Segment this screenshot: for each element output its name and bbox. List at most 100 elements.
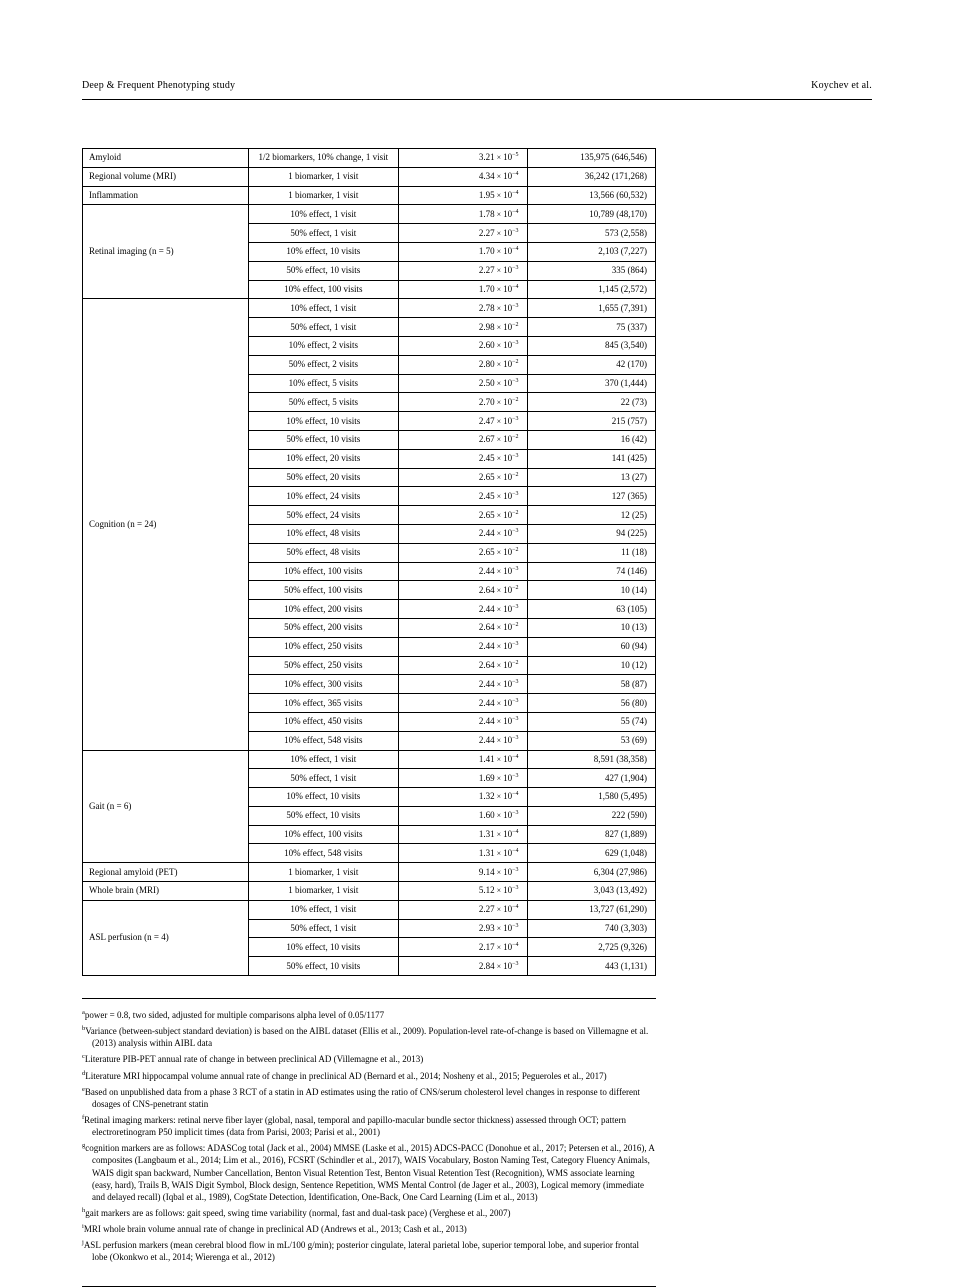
variance-cell: 2.67×10−2 bbox=[399, 430, 527, 449]
table-footnotes: apower = 0.8, two sided, adjusted for mu… bbox=[82, 1009, 656, 1264]
footnote-c: cLiterature PIB-PET annual rate of chang… bbox=[82, 1053, 656, 1065]
scenario-cell: 1 biomarker, 1 visit bbox=[248, 186, 399, 205]
sample-size-cell: 53 (69) bbox=[527, 731, 655, 750]
scenario-cell: 1 biomarker, 1 visit bbox=[248, 863, 399, 882]
variance-cell: 5.12×10−3 bbox=[399, 882, 527, 901]
sample-size-cell: 740 (3,303) bbox=[527, 919, 655, 938]
sample-size-cell: 22 (73) bbox=[527, 393, 655, 412]
header-rule bbox=[82, 99, 872, 100]
sample-size-cell: 135,975 (646,546) bbox=[527, 149, 655, 168]
scenario-cell: 10% effect, 1 visit bbox=[248, 900, 399, 919]
sample-size-cell: 127 (365) bbox=[527, 487, 655, 506]
sample-size-cell: 1,145 (2,572) bbox=[527, 280, 655, 299]
running-title-right: Koychev et al. bbox=[811, 80, 872, 91]
sample-size-cell: 6,304 (27,986) bbox=[527, 863, 655, 882]
sample-size-cell: 13,566 (60,532) bbox=[527, 186, 655, 205]
scenario-cell: 10% effect, 100 visits bbox=[248, 280, 399, 299]
sample-size-cell: 2,725 (9,326) bbox=[527, 938, 655, 957]
variance-cell: 1.70×10−4 bbox=[399, 242, 527, 261]
scenario-cell: 10% effect, 24 visits bbox=[248, 487, 399, 506]
group-label-cell: Regional volume (MRI) bbox=[83, 167, 249, 186]
table-row: Retinal imaging (n = 5)10% effect, 1 vis… bbox=[83, 205, 656, 224]
group-label-cell: Regional amyloid (PET) bbox=[83, 863, 249, 882]
variance-cell: 2.47×10−3 bbox=[399, 412, 527, 431]
group-label-cell: Gait (n = 6) bbox=[83, 750, 249, 863]
variance-cell: 2.80×10−2 bbox=[399, 355, 527, 374]
footnote-j: jASL perfusion markers (mean cerebral bl… bbox=[82, 1239, 656, 1263]
variance-cell: 1.78×10−4 bbox=[399, 205, 527, 224]
scenario-cell: 50% effect, 10 visits bbox=[248, 430, 399, 449]
variance-cell: 1.60×10−3 bbox=[399, 806, 527, 825]
sample-size-cell: 42 (170) bbox=[527, 355, 655, 374]
group-label-cell: Retinal imaging (n = 5) bbox=[83, 205, 249, 299]
sample-size-cell: 443 (1,131) bbox=[527, 957, 655, 976]
sample-size-cell: 2,103 (7,227) bbox=[527, 242, 655, 261]
variance-cell: 2.60×10−3 bbox=[399, 336, 527, 355]
variance-cell: 2.78×10−3 bbox=[399, 299, 527, 318]
scenario-cell: 50% effect, 100 visits bbox=[248, 581, 399, 600]
sample-size-cell: 335 (864) bbox=[527, 261, 655, 280]
scenario-cell: 10% effect, 10 visits bbox=[248, 788, 399, 807]
running-title-left: Deep & Frequent Phenotyping study bbox=[82, 80, 235, 91]
footnote-f: fRetinal imaging markers: retinal nerve … bbox=[82, 1114, 656, 1138]
scenario-cell: 1 biomarker, 1 visit bbox=[248, 882, 399, 901]
footnote-d: dLiterature MRI hippocampal volume annua… bbox=[82, 1070, 656, 1082]
sample-size-cell: 12 (25) bbox=[527, 506, 655, 525]
sample-size-cell: 215 (757) bbox=[527, 412, 655, 431]
variance-cell: 1.95×10−4 bbox=[399, 186, 527, 205]
scenario-cell: 10% effect, 20 visits bbox=[248, 449, 399, 468]
table-row: Inflammation1 biomarker, 1 visit1.95×10−… bbox=[83, 186, 656, 205]
table-row: Gait (n = 6)10% effect, 1 visit1.41×10−4… bbox=[83, 750, 656, 769]
variance-cell: 2.64×10−2 bbox=[399, 581, 527, 600]
variance-cell: 2.44×10−3 bbox=[399, 524, 527, 543]
scenario-cell: 10% effect, 1 visit bbox=[248, 299, 399, 318]
scenario-cell: 10% effect, 250 visits bbox=[248, 637, 399, 656]
sample-size-cell: 141 (425) bbox=[527, 449, 655, 468]
scenario-cell: 10% effect, 200 visits bbox=[248, 600, 399, 619]
sample-size-cell: 63 (105) bbox=[527, 600, 655, 619]
footnote-i: iMRI whole brain volume annual rate of c… bbox=[82, 1223, 656, 1235]
variance-cell: 2.65×10−2 bbox=[399, 543, 527, 562]
sample-size-cell: 60 (94) bbox=[527, 637, 655, 656]
sample-size-cell: 370 (1,444) bbox=[527, 374, 655, 393]
group-label-cell: Inflammation bbox=[83, 186, 249, 205]
scenario-cell: 10% effect, 548 visits bbox=[248, 844, 399, 863]
footnote-a: apower = 0.8, two sided, adjusted for mu… bbox=[82, 1009, 656, 1021]
footnote-g: gcognition markers are as follows: ADASC… bbox=[82, 1142, 656, 1203]
scenario-cell: 10% effect, 1 visit bbox=[248, 750, 399, 769]
scenario-cell: 50% effect, 250 visits bbox=[248, 656, 399, 675]
footnote-b: bVariance (between-subject standard devi… bbox=[82, 1025, 656, 1049]
scenario-cell: 10% effect, 450 visits bbox=[248, 712, 399, 731]
variance-cell: 2.50×10−3 bbox=[399, 374, 527, 393]
variance-cell: 9.14×10−3 bbox=[399, 863, 527, 882]
sample-size-cell: 3,043 (13,492) bbox=[527, 882, 655, 901]
footnote-h: hgait markers are as follows: gait speed… bbox=[82, 1207, 656, 1219]
variance-cell: 2.44×10−3 bbox=[399, 637, 527, 656]
variance-cell: 2.44×10−3 bbox=[399, 562, 527, 581]
sample-size-cell: 13 (27) bbox=[527, 468, 655, 487]
variance-cell: 3.21×10−5 bbox=[399, 149, 527, 168]
scenario-cell: 10% effect, 48 visits bbox=[248, 524, 399, 543]
sample-size-cell: 94 (225) bbox=[527, 524, 655, 543]
sample-size-cell: 573 (2,558) bbox=[527, 224, 655, 243]
variance-cell: 2.64×10−2 bbox=[399, 656, 527, 675]
variance-cell: 4.34×10−4 bbox=[399, 167, 527, 186]
variance-cell: 2.44×10−3 bbox=[399, 712, 527, 731]
sample-size-cell: 1,655 (7,391) bbox=[527, 299, 655, 318]
variance-cell: 2.64×10−2 bbox=[399, 618, 527, 637]
table-row: Whole brain (MRI)1 biomarker, 1 visit5.1… bbox=[83, 882, 656, 901]
variance-cell: 1.41×10−4 bbox=[399, 750, 527, 769]
scenario-cell: 10% effect, 10 visits bbox=[248, 938, 399, 957]
table-row: ASL perfusion (n = 4)10% effect, 1 visit… bbox=[83, 900, 656, 919]
sample-size-cell: 58 (87) bbox=[527, 675, 655, 694]
table-row: Regional volume (MRI)1 biomarker, 1 visi… bbox=[83, 167, 656, 186]
scenario-cell: 50% effect, 10 visits bbox=[248, 261, 399, 280]
sample-size-cell: 56 (80) bbox=[527, 694, 655, 713]
scenario-cell: 50% effect, 10 visits bbox=[248, 957, 399, 976]
sample-size-cell: 10 (12) bbox=[527, 656, 655, 675]
bottom-rule bbox=[82, 1286, 656, 1287]
variance-cell: 2.93×10−3 bbox=[399, 919, 527, 938]
sample-size-cell: 10 (13) bbox=[527, 618, 655, 637]
sample-size-cell: 74 (146) bbox=[527, 562, 655, 581]
scenario-cell: 1 biomarker, 1 visit bbox=[248, 167, 399, 186]
